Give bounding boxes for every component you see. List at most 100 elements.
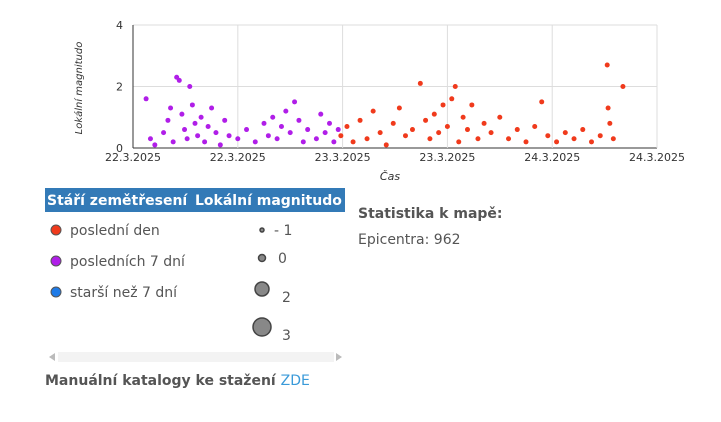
point bbox=[402, 133, 408, 139]
point bbox=[202, 139, 208, 145]
point bbox=[209, 105, 215, 111]
point bbox=[170, 139, 176, 145]
point bbox=[452, 84, 458, 89]
point bbox=[198, 114, 204, 120]
point bbox=[226, 133, 232, 139]
point bbox=[300, 139, 306, 145]
x-tick-label: 22.3.2025 bbox=[210, 151, 266, 164]
point bbox=[318, 111, 324, 117]
point bbox=[244, 127, 250, 133]
legend-label: poslední den bbox=[70, 223, 160, 239]
point bbox=[409, 127, 415, 133]
point bbox=[182, 127, 188, 133]
point bbox=[195, 133, 201, 139]
point bbox=[597, 133, 603, 139]
legend-header-magnitude: Lokální magnitudo bbox=[195, 193, 342, 209]
point bbox=[179, 111, 185, 117]
point bbox=[506, 136, 512, 142]
point bbox=[456, 139, 462, 145]
size-dot bbox=[254, 281, 270, 297]
point bbox=[605, 105, 611, 111]
point bbox=[523, 139, 529, 145]
point bbox=[187, 84, 193, 89]
point bbox=[152, 142, 158, 148]
scroll-left[interactable] bbox=[49, 353, 55, 361]
point bbox=[313, 136, 319, 142]
point bbox=[497, 114, 503, 120]
stats-title: Statistika k mapě: bbox=[358, 206, 503, 222]
x-axis-label: Čas bbox=[380, 170, 400, 183]
point bbox=[252, 139, 258, 145]
scroll-track[interactable] bbox=[58, 352, 334, 362]
point bbox=[562, 130, 568, 136]
point bbox=[322, 130, 328, 136]
legend-label: starší než 7 dní bbox=[70, 285, 178, 301]
point bbox=[449, 96, 455, 102]
point bbox=[161, 130, 167, 136]
point bbox=[176, 77, 182, 83]
legend-header-age: Stáří zemětřesení bbox=[47, 193, 188, 209]
size-dot bbox=[252, 317, 272, 337]
point bbox=[532, 123, 538, 129]
point bbox=[296, 117, 302, 123]
point bbox=[390, 120, 396, 126]
point bbox=[514, 127, 520, 133]
point bbox=[287, 130, 293, 136]
point bbox=[436, 130, 442, 136]
size-legend: - 1 0 2 3 bbox=[252, 223, 292, 344]
size-label: - 1 bbox=[274, 223, 292, 239]
point bbox=[620, 84, 626, 89]
point bbox=[213, 130, 219, 136]
x-tick-label: 24.3.2025 bbox=[524, 151, 580, 164]
point bbox=[539, 99, 545, 105]
point bbox=[607, 120, 613, 126]
point bbox=[383, 142, 389, 148]
point bbox=[147, 136, 153, 142]
legend-header bbox=[45, 188, 345, 212]
point bbox=[327, 120, 332, 126]
point bbox=[464, 127, 470, 133]
point bbox=[610, 136, 616, 142]
point bbox=[417, 80, 423, 86]
point bbox=[184, 136, 190, 142]
point bbox=[270, 114, 276, 120]
legend-dot bbox=[50, 224, 62, 236]
point bbox=[292, 99, 298, 105]
point bbox=[278, 123, 284, 129]
point bbox=[377, 130, 383, 136]
point bbox=[265, 133, 271, 139]
size-dot bbox=[259, 227, 265, 233]
point bbox=[396, 105, 402, 111]
y-tick-label: 0 bbox=[116, 142, 123, 155]
footer-link[interactable]: ZDE bbox=[281, 373, 310, 389]
point bbox=[217, 142, 223, 148]
point bbox=[274, 136, 280, 142]
y-tick-label: 4 bbox=[116, 19, 123, 32]
point bbox=[554, 139, 560, 145]
point bbox=[460, 114, 466, 120]
point bbox=[192, 120, 198, 126]
point bbox=[165, 117, 171, 123]
point bbox=[222, 117, 228, 123]
point bbox=[475, 136, 481, 142]
size-label: 3 bbox=[282, 328, 291, 344]
x-tick-label: 22.3.2025 bbox=[105, 151, 161, 164]
legend-label: posledních 7 dní bbox=[70, 254, 186, 270]
point bbox=[331, 139, 337, 145]
point bbox=[168, 105, 174, 111]
scroll-right[interactable] bbox=[336, 353, 342, 361]
point bbox=[545, 133, 551, 139]
legend-dot bbox=[50, 286, 62, 298]
point bbox=[305, 127, 311, 133]
size-label: 0 bbox=[278, 251, 287, 267]
point bbox=[261, 120, 267, 126]
point bbox=[444, 123, 450, 129]
point bbox=[283, 108, 289, 114]
point bbox=[357, 117, 363, 123]
point bbox=[205, 123, 211, 129]
point bbox=[440, 102, 446, 108]
point bbox=[488, 130, 494, 136]
x-tick-label: 23.3.2025 bbox=[315, 151, 371, 164]
